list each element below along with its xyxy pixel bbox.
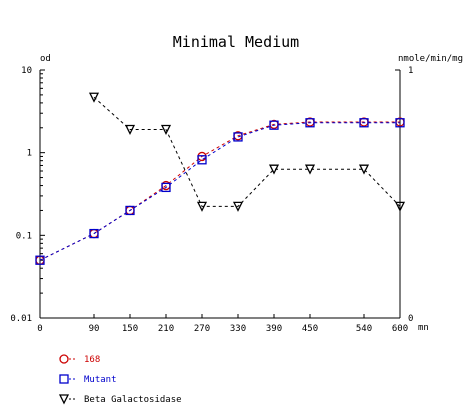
x-tick-label: 0 — [37, 324, 42, 334]
y-left-tick-label: 0.01 — [10, 314, 32, 324]
marker-triangle-down — [88, 92, 100, 103]
series-line — [39, 122, 400, 261]
marker-triangle-down — [58, 394, 70, 405]
series-group — [88, 92, 406, 212]
legend: 168 Mutant Beta Galactosidase — [58, 354, 182, 405]
marker-square — [125, 205, 135, 216]
marker-triangle-down — [124, 124, 136, 135]
marker-triangle-down — [196, 201, 208, 212]
x-tick-label: 330 — [230, 324, 246, 334]
marker-square — [59, 374, 69, 384]
marker-triangle-down — [394, 201, 406, 212]
marker-square — [197, 155, 207, 165]
x-tick-label: 600 — [392, 324, 408, 334]
legend-label: 168 — [84, 355, 100, 365]
y-left-tick-label: 0.1 — [16, 231, 32, 241]
marker-triangle-down — [304, 164, 316, 175]
series-line — [39, 121, 400, 261]
series-group — [35, 118, 405, 265]
marker-square — [395, 118, 405, 128]
x-tick-label: 450 — [302, 324, 318, 334]
marker-triangle-down — [160, 124, 172, 135]
marker-triangle-down — [232, 201, 244, 212]
marker-triangle-down — [358, 164, 370, 175]
y-right-tick-label: 1 — [408, 66, 413, 76]
marker-square — [305, 118, 315, 128]
x-tick-label: 390 — [266, 324, 282, 334]
x-tick-label: 270 — [194, 324, 210, 334]
x-tick-label: 150 — [122, 324, 138, 334]
x-tick-label: 540 — [356, 324, 372, 334]
legend-label: Beta Galactosidase — [84, 395, 182, 405]
y-left-tick-label: 10 — [21, 66, 32, 76]
y-right-axis-label: nmole/min/mg — [398, 54, 463, 64]
series-layer — [35, 92, 406, 265]
y-right-tick-label: 0 — [408, 314, 413, 324]
y-left-axis-label: od — [40, 54, 51, 64]
x-tick-label: 210 — [158, 324, 174, 334]
marker-square — [233, 132, 243, 142]
y-left-tick-label: 1 — [27, 149, 32, 159]
marker-circle — [59, 354, 69, 364]
chart-title: Minimal Medium — [173, 33, 299, 51]
marker-square — [359, 118, 369, 128]
series-group — [35, 117, 405, 265]
x-axis-label: mn — [418, 323, 429, 333]
marker-square — [35, 255, 45, 265]
marker-triangle-down — [268, 164, 280, 175]
marker-square — [161, 182, 171, 193]
marker-square — [269, 120, 279, 130]
legend-label: Mutant — [84, 375, 117, 385]
marker-square — [89, 228, 99, 239]
x-tick-label: 90 — [89, 324, 100, 334]
series-line — [93, 96, 401, 207]
